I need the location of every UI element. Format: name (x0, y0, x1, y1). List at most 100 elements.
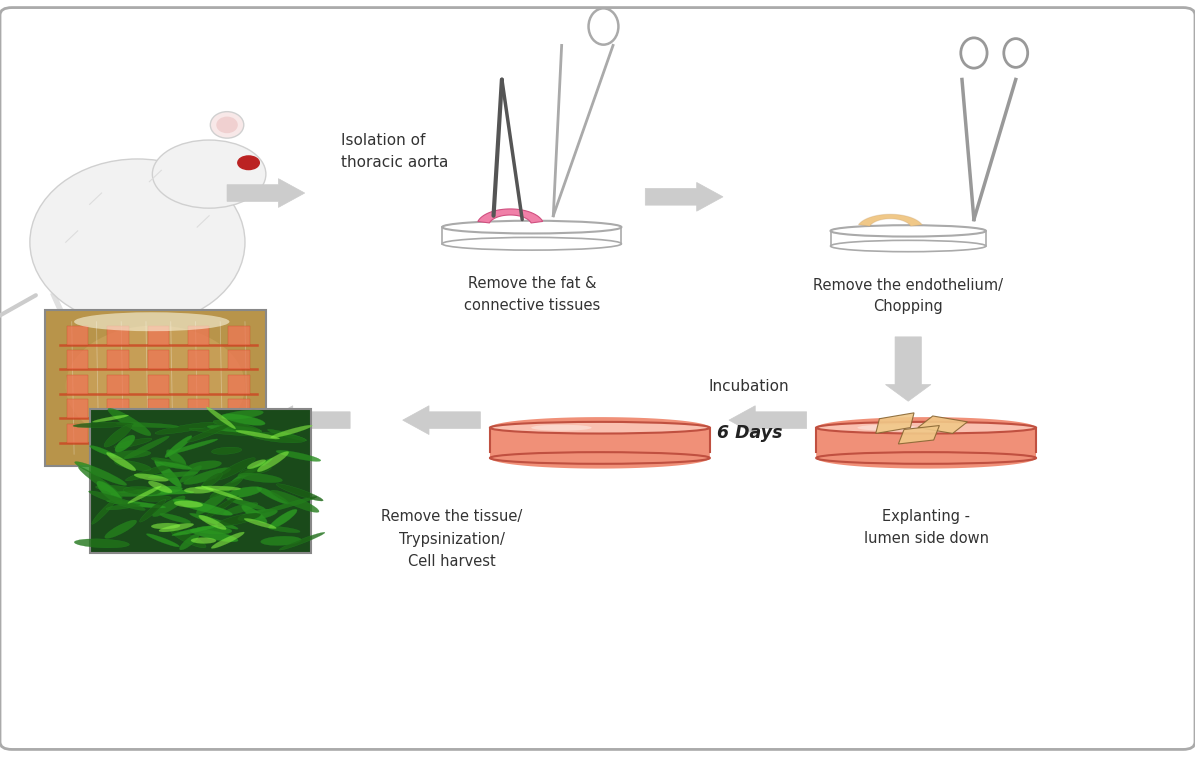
Ellipse shape (79, 467, 122, 498)
Ellipse shape (184, 468, 231, 484)
Ellipse shape (152, 523, 180, 529)
Circle shape (238, 156, 259, 170)
Ellipse shape (110, 450, 151, 459)
Ellipse shape (238, 473, 282, 482)
Ellipse shape (106, 503, 140, 509)
FancyBboxPatch shape (228, 399, 250, 418)
Ellipse shape (189, 428, 253, 435)
Ellipse shape (179, 534, 200, 550)
Ellipse shape (270, 490, 319, 512)
FancyBboxPatch shape (188, 399, 209, 418)
Ellipse shape (210, 478, 243, 498)
Circle shape (263, 189, 275, 197)
Ellipse shape (97, 481, 123, 504)
Ellipse shape (227, 487, 262, 498)
Ellipse shape (159, 523, 194, 532)
Ellipse shape (148, 481, 172, 493)
Ellipse shape (108, 408, 151, 436)
Ellipse shape (202, 496, 239, 520)
Polygon shape (478, 209, 543, 223)
Text: Isolation of
thoracic aorta: Isolation of thoracic aorta (341, 132, 448, 170)
Ellipse shape (157, 462, 192, 469)
Ellipse shape (195, 526, 232, 534)
Ellipse shape (141, 496, 171, 501)
Ellipse shape (154, 459, 182, 488)
Ellipse shape (153, 140, 266, 208)
Ellipse shape (244, 519, 276, 528)
Ellipse shape (165, 435, 192, 457)
Ellipse shape (124, 436, 170, 459)
Text: SD rat  (3-5wks): SD rat (3-5wks) (73, 420, 202, 435)
Ellipse shape (92, 415, 129, 422)
Ellipse shape (241, 505, 268, 523)
Ellipse shape (269, 509, 298, 529)
FancyBboxPatch shape (0, 8, 1195, 749)
Ellipse shape (166, 439, 217, 454)
Ellipse shape (261, 497, 317, 513)
Ellipse shape (92, 498, 117, 525)
Ellipse shape (106, 500, 166, 508)
Ellipse shape (133, 489, 194, 494)
Text: Remove the fat &
connective tissues: Remove the fat & connective tissues (464, 276, 600, 313)
Ellipse shape (160, 513, 191, 523)
Polygon shape (645, 182, 723, 211)
Ellipse shape (195, 486, 240, 491)
Ellipse shape (226, 497, 265, 510)
Polygon shape (227, 179, 305, 207)
FancyBboxPatch shape (228, 375, 250, 394)
Ellipse shape (222, 414, 265, 425)
Ellipse shape (190, 528, 238, 542)
Ellipse shape (217, 513, 261, 526)
FancyBboxPatch shape (148, 424, 170, 443)
Polygon shape (442, 221, 621, 250)
Ellipse shape (212, 532, 244, 549)
Ellipse shape (238, 509, 277, 521)
Ellipse shape (88, 491, 146, 510)
Ellipse shape (30, 159, 245, 326)
Ellipse shape (831, 241, 986, 252)
Ellipse shape (257, 451, 289, 472)
Ellipse shape (74, 313, 229, 332)
Ellipse shape (207, 407, 235, 429)
FancyBboxPatch shape (148, 399, 170, 418)
FancyBboxPatch shape (188, 375, 209, 394)
Ellipse shape (202, 472, 222, 488)
Ellipse shape (213, 420, 262, 434)
Polygon shape (899, 425, 939, 444)
Ellipse shape (531, 425, 592, 431)
Ellipse shape (191, 537, 216, 544)
Polygon shape (858, 214, 923, 226)
Polygon shape (816, 417, 1036, 469)
FancyBboxPatch shape (148, 375, 170, 394)
Ellipse shape (106, 452, 136, 471)
Ellipse shape (280, 532, 325, 550)
Ellipse shape (125, 463, 178, 481)
Ellipse shape (239, 466, 271, 475)
Ellipse shape (90, 446, 115, 456)
Ellipse shape (231, 458, 272, 483)
Ellipse shape (857, 425, 918, 431)
Ellipse shape (105, 520, 136, 538)
Ellipse shape (490, 422, 710, 434)
Ellipse shape (215, 458, 256, 480)
Polygon shape (490, 417, 710, 469)
Polygon shape (403, 406, 480, 435)
Ellipse shape (198, 515, 226, 530)
Ellipse shape (173, 499, 233, 516)
FancyBboxPatch shape (45, 310, 266, 466)
Text: Remove the tissue/
Trypsinization/
Cell harvest: Remove the tissue/ Trypsinization/ Cell … (381, 509, 522, 569)
Polygon shape (831, 226, 986, 251)
Polygon shape (729, 406, 807, 435)
Ellipse shape (123, 487, 161, 495)
FancyBboxPatch shape (108, 350, 129, 369)
FancyBboxPatch shape (108, 424, 129, 443)
Ellipse shape (216, 117, 238, 133)
Ellipse shape (188, 461, 221, 470)
Ellipse shape (261, 536, 301, 546)
Ellipse shape (212, 447, 241, 454)
Ellipse shape (148, 472, 198, 478)
Ellipse shape (196, 490, 229, 514)
Ellipse shape (179, 466, 202, 482)
Ellipse shape (490, 452, 710, 464)
FancyBboxPatch shape (148, 326, 170, 345)
